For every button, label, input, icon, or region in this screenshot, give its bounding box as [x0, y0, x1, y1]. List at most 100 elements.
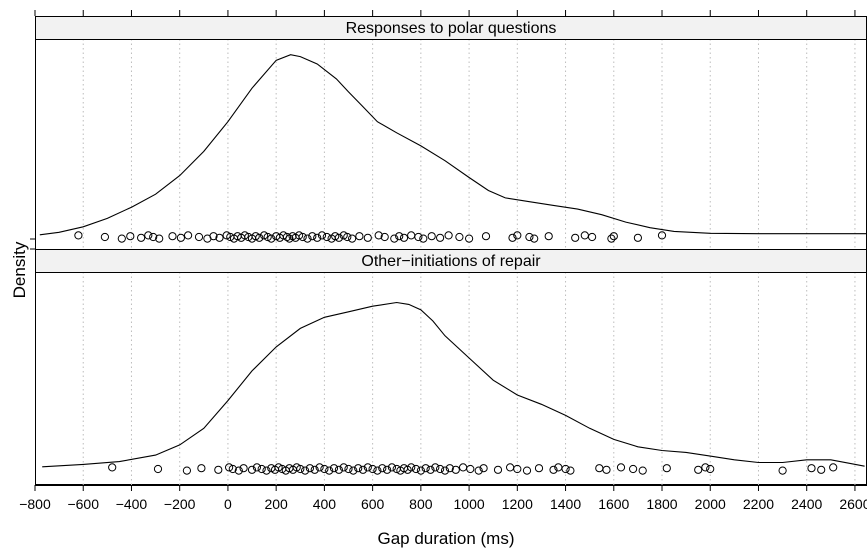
observation-point	[182, 466, 191, 475]
observation-point	[436, 464, 445, 474]
y-axis-label: Density	[10, 241, 29, 298]
x-axis-label: Gap duration (ms)	[378, 529, 515, 548]
observation-point	[239, 464, 248, 473]
observation-point	[149, 232, 158, 242]
observation-point	[348, 234, 357, 243]
panel-strip-label: Other−initiations of repair	[361, 253, 541, 270]
x-tick-label: 800	[409, 496, 433, 512]
chart-panels: Responses to polar questions Other−initia…	[35, 16, 867, 486]
observation-point	[240, 231, 249, 240]
observation-point	[176, 233, 185, 242]
observation-point	[445, 464, 454, 473]
observation-point	[380, 232, 389, 242]
observation-point	[222, 231, 231, 240]
observation-point	[508, 233, 517, 242]
observation-point	[358, 465, 368, 474]
density-curve	[39, 54, 867, 236]
top-axis-ticks	[34, 10, 856, 16]
x-tick-label: 1600	[598, 496, 629, 512]
observation-point	[339, 231, 348, 240]
x-tick-label: −800	[19, 496, 51, 512]
density-curve	[42, 301, 865, 468]
observation-point	[339, 463, 348, 472]
observation-point	[334, 233, 343, 242]
observation-point	[395, 232, 404, 241]
observation-point	[451, 465, 460, 474]
observation-point	[481, 232, 491, 241]
observation-point	[566, 466, 575, 475]
observation-point	[534, 464, 544, 473]
observation-point	[411, 464, 421, 474]
observation-point	[215, 233, 224, 242]
observation-point	[368, 464, 377, 474]
observation-point	[465, 234, 474, 243]
observation-point	[184, 231, 193, 240]
observation-point	[315, 463, 324, 472]
observation-point	[282, 232, 292, 242]
observation-point	[807, 464, 816, 473]
observation-point	[363, 233, 372, 242]
observation-point	[414, 232, 423, 242]
x-tick-label: 0	[224, 496, 232, 512]
observation-point	[694, 465, 703, 474]
observation-point	[701, 463, 710, 472]
observation-point	[349, 466, 358, 475]
observation-point	[344, 464, 353, 474]
x-tick-label: 2600	[839, 496, 867, 512]
observation-point	[225, 463, 234, 472]
observation-point	[407, 463, 416, 472]
observation-point	[197, 464, 206, 473]
observation-point	[74, 231, 83, 240]
observation-point	[378, 464, 387, 473]
observation-point	[144, 231, 153, 240]
observation-point	[168, 232, 177, 241]
observation-point	[305, 464, 314, 473]
observation-point	[571, 233, 580, 242]
panel-1: Responses to polar questions	[35, 16, 867, 250]
observation-point	[421, 464, 430, 473]
observation-point	[513, 464, 522, 474]
observation-point	[117, 234, 126, 243]
observation-point	[310, 465, 319, 474]
observation-point	[308, 232, 317, 241]
observation-point	[255, 233, 264, 242]
observation-point	[513, 231, 522, 240]
observation-point	[588, 232, 597, 242]
observation-point	[108, 463, 117, 472]
observation-point	[444, 231, 453, 240]
x-tick-label: 1200	[502, 496, 533, 512]
x-tick-label: 1400	[550, 496, 581, 512]
observation-point	[325, 466, 334, 475]
observation-point	[214, 465, 223, 474]
observation-point	[549, 465, 558, 474]
observation-point	[295, 231, 304, 240]
observation-point	[616, 463, 626, 472]
observation-point	[459, 463, 468, 472]
observation-point	[155, 234, 164, 243]
observation-point	[530, 234, 539, 243]
observation-point	[407, 231, 416, 240]
observation-point	[292, 463, 301, 472]
panel-2: Other−initiations of repair	[35, 249, 867, 486]
observation-point	[303, 234, 312, 243]
observation-point	[706, 464, 715, 474]
observation-point	[416, 466, 425, 475]
observation-point	[296, 464, 305, 474]
observation-point	[662, 464, 671, 473]
x-tick-label: 400	[313, 496, 337, 512]
observation-point	[260, 231, 269, 240]
observation-point	[455, 232, 464, 242]
observation-point	[525, 232, 534, 242]
observation-point	[313, 233, 322, 242]
x-tick-label: −200	[164, 496, 196, 512]
observation-point	[354, 464, 363, 473]
observation-point	[638, 466, 647, 475]
observation-point	[629, 464, 638, 474]
observation-point	[778, 466, 787, 475]
observation-point	[153, 464, 163, 474]
observation-point	[194, 232, 204, 242]
observation-point	[257, 464, 266, 474]
observation-point	[479, 464, 488, 473]
observation-point	[331, 232, 340, 241]
